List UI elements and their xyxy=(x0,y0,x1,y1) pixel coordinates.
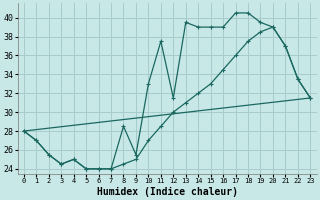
X-axis label: Humidex (Indice chaleur): Humidex (Indice chaleur) xyxy=(97,186,237,197)
